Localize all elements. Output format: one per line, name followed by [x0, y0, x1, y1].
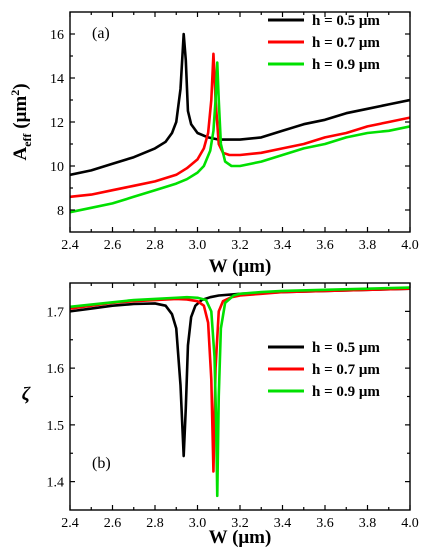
panel-b-x-tick-label: 3.2	[231, 516, 249, 531]
panel-a-chart: 2.4 2.6 2.8 3.0 3.2 3.4 3.6 3.8 4.0 8 10 12 14 16 (a)…	[8, 11, 419, 277]
panel-b-y-tick-label: 1.4	[47, 476, 65, 491]
panel-b-x-tick-label: 2.8	[146, 516, 164, 531]
panel-a-x-tick-label: 3.2	[231, 238, 249, 253]
panel-a-x-tick-label: 2.6	[104, 238, 122, 253]
panel-b-x-tick-label: 4.0	[401, 516, 419, 531]
panel-b-legend: h = 0.5 μm h = 0.7 μm h = 0.9 μm	[268, 340, 380, 400]
panel-a-y-axis-title: Aeff (μm2)	[8, 83, 34, 160]
panel-a-y-tick-label: 16	[50, 28, 64, 43]
panel-a-y-tick-label: 12	[50, 116, 64, 131]
panel-b-x-tick-label: 2.6	[104, 516, 122, 531]
panel-b-y-tick-label: 1.6	[47, 362, 65, 377]
panel-b-series-line-2	[70, 287, 410, 473]
panel-a-legend-label-1: h = 0.5 μm	[312, 13, 380, 29]
panel-a-x-tick-label: 2.4	[61, 238, 79, 253]
panel-a-label: (a)	[92, 25, 110, 42]
panel-b-x-tick-label: 2.4	[61, 516, 79, 531]
panel-a-x-tick-label: 3.6	[316, 238, 334, 253]
panel-a-y-tick-label: 14	[50, 72, 64, 87]
panel-a-legend-label-2: h = 0.7 μm	[312, 35, 380, 51]
panel-b-chart: 2.4 2.6 2.8 3.0 3.2 3.4 3.6 3.8 4.01.41.51.61.7 …	[22, 282, 419, 548]
panel-b-x-tick-label: 3.4	[274, 516, 292, 531]
panel-a-series-line-2	[70, 52, 410, 199]
panel-b-legend-label-3: h = 0.9 μm	[312, 384, 380, 400]
panel-b-x-tick-label: 3.0	[189, 516, 207, 531]
panel-a-x-axis-title: W (μm)	[209, 256, 272, 277]
panel-b-series-line-3	[70, 286, 410, 498]
panel-b-x-tick-label: 3.8	[359, 516, 377, 531]
panel-a-x-tick-label: 3.8	[359, 238, 377, 253]
panel-a-x-tick-label: 2.8	[146, 238, 164, 253]
panel-a-x-tick-label: 3.4	[274, 238, 292, 253]
panel-a-legend: h = 0.5 μm h = 0.7 μm h = 0.9 μm	[268, 13, 380, 73]
panel-a-y-tick-label: 10	[50, 160, 64, 175]
panel-b-x-tick-label: 3.6	[316, 516, 334, 531]
panel-a-x-tick-label: 3.0	[189, 238, 207, 253]
panel-b-y-tick-label: 1.7	[47, 305, 65, 320]
panel-a-series-line-3	[70, 61, 410, 214]
panel-b-legend-label-1: h = 0.5 μm	[312, 340, 380, 356]
panel-b-y-tick-label: 1.5	[47, 419, 65, 434]
panel-a-x-tick-label: 4.0	[401, 238, 419, 253]
panel-b-y-axis-title: ζ	[22, 384, 31, 405]
panel-a-series-line-1	[70, 32, 410, 177]
panel-b-x-axis-title: W (μm)	[209, 527, 272, 548]
panel-b-label: (b)	[92, 455, 111, 472]
panel-a-legend-label-3: h = 0.9 μm	[312, 57, 380, 73]
panel-a-y-tick-label: 8	[57, 204, 64, 219]
panel-b-legend-label-2: h = 0.7 μm	[312, 362, 380, 378]
